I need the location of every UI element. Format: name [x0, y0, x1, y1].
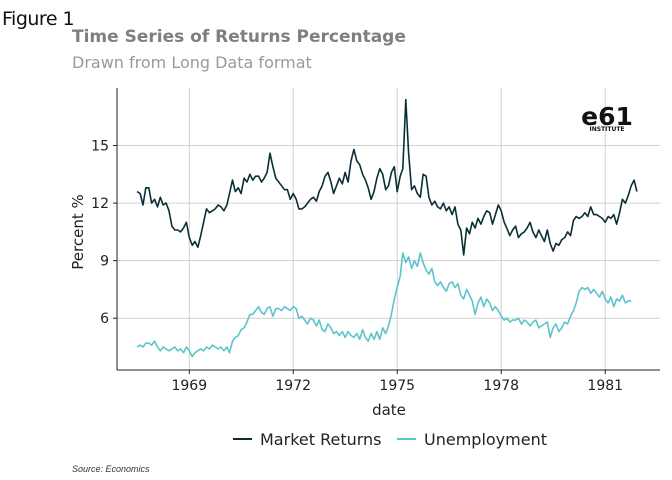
axes	[113, 88, 660, 374]
logo: e61 INSTITUTE	[581, 102, 633, 133]
series-line-market-returns	[136, 98, 638, 256]
logo-sub: INSTITUTE	[589, 126, 624, 133]
logo-mark: e61	[581, 102, 633, 131]
grid-lines	[117, 88, 660, 370]
x-tick-label: 1972	[275, 378, 311, 394]
legend-label-unemployment: Unemployment	[424, 430, 547, 449]
series-lines	[136, 98, 638, 358]
figure-label: Figure 1	[2, 8, 75, 30]
x-tick-label: 1981	[587, 378, 623, 394]
legend: Market Returns Unemployment	[233, 430, 547, 449]
series-line-unemployment	[136, 252, 632, 358]
x-tick-label: 1969	[171, 378, 207, 394]
y-tick-label: 12	[91, 196, 109, 212]
x-tick-label: 1978	[483, 378, 519, 394]
chart-subtitle: Drawn from Long Data format	[72, 53, 312, 72]
chart-title: Time Series of Returns Percentage	[72, 27, 406, 47]
y-tick-label: 15	[91, 139, 109, 155]
x-axis-title: date	[372, 401, 406, 419]
source-note: Source: Economics	[72, 464, 150, 474]
tick-labels: 6 9 12 15 1969 1972 1975 1978 1981	[91, 139, 623, 394]
y-tick-label: 6	[100, 311, 109, 327]
x-tick-label: 1975	[379, 378, 415, 394]
y-axis-title: Percent %	[69, 194, 87, 269]
y-tick-label: 9	[100, 254, 109, 270]
legend-label-market-returns: Market Returns	[260, 430, 382, 449]
